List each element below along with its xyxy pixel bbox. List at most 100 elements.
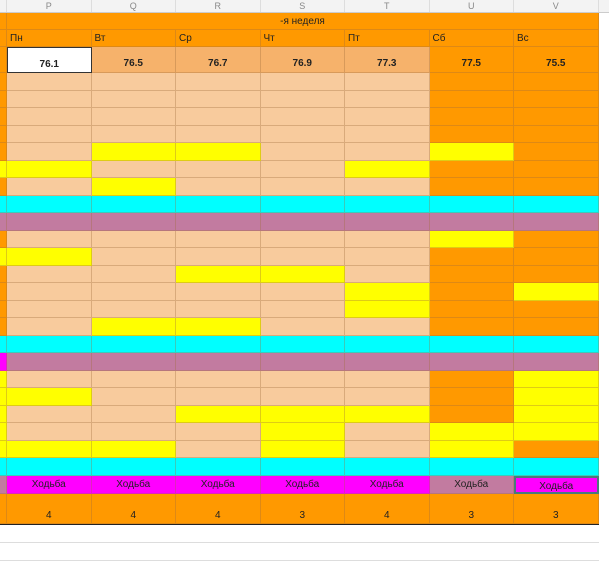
empty-row[interactable] [0, 525, 599, 543]
grid-cell[interactable] [345, 160, 430, 178]
grid-cell[interactable] [91, 300, 176, 318]
grid-cell[interactable] [7, 143, 92, 161]
day-header-cell[interactable]: Чт [260, 30, 345, 47]
grid-cell[interactable] [260, 283, 345, 301]
grid-cell[interactable] [429, 125, 514, 143]
grid-cell[interactable] [176, 195, 261, 213]
grid-cell[interactable] [260, 108, 345, 126]
grid-cell[interactable] [260, 213, 345, 231]
grid-cell[interactable] [260, 143, 345, 161]
grid-cell[interactable] [91, 248, 176, 266]
row-stub[interactable] [0, 353, 7, 371]
grid-cell[interactable] [345, 405, 430, 423]
grid-cell[interactable] [345, 265, 430, 283]
grid-cell[interactable] [91, 335, 176, 353]
grid-cell[interactable] [91, 213, 176, 231]
grid-cell[interactable] [345, 248, 430, 266]
grid-cell[interactable] [260, 178, 345, 196]
grid-cell[interactable] [514, 73, 599, 91]
grid-cell[interactable] [514, 108, 599, 126]
grid-cell[interactable] [345, 440, 430, 458]
grid-cell[interactable] [7, 283, 92, 301]
grid-cell[interactable] [260, 195, 345, 213]
grid-cell[interactable] [176, 265, 261, 283]
grid-cell[interactable] [429, 405, 514, 423]
grid-cell[interactable] [176, 423, 261, 441]
grid-cell[interactable] [429, 143, 514, 161]
grid-cell[interactable] [176, 405, 261, 423]
grid-cell[interactable] [514, 335, 599, 353]
row-stub[interactable] [0, 265, 7, 283]
grid-cell[interactable] [176, 90, 261, 108]
weight-cell[interactable]: 76.1 [7, 47, 92, 73]
grid-cell[interactable] [176, 73, 261, 91]
weight-cell[interactable]: 77.3 [345, 47, 430, 73]
row-stub[interactable] [0, 318, 7, 336]
count-cell[interactable]: 4 [7, 493, 92, 524]
activity-cell[interactable]: Ходьба [260, 475, 345, 494]
grid-cell[interactable] [7, 160, 92, 178]
grid-cell[interactable] [260, 318, 345, 336]
row-stub[interactable] [0, 13, 7, 30]
grid-cell[interactable] [7, 178, 92, 196]
column-header-S[interactable]: S [261, 0, 345, 12]
row-stub[interactable] [0, 283, 7, 301]
grid-cell[interactable] [91, 458, 176, 476]
grid-cell[interactable] [429, 370, 514, 388]
grid-cell[interactable] [429, 108, 514, 126]
activity-cell[interactable]: Ходьба [514, 475, 599, 494]
row-stub[interactable] [0, 213, 7, 231]
grid-cell[interactable] [176, 160, 261, 178]
grid-cell[interactable] [345, 90, 430, 108]
grid-cell[interactable] [429, 458, 514, 476]
grid-cell[interactable] [260, 423, 345, 441]
grid-cell[interactable] [345, 370, 430, 388]
grid-cell[interactable] [514, 353, 599, 371]
count-cell[interactable]: 4 [176, 493, 261, 524]
grid-cell[interactable] [345, 125, 430, 143]
grid-cell[interactable] [91, 195, 176, 213]
grid-cell[interactable] [345, 388, 430, 406]
activity-cell[interactable]: Ходьба [429, 475, 514, 494]
row-stub[interactable] [0, 178, 7, 196]
column-header-P[interactable]: P [7, 0, 92, 12]
column-header-R[interactable]: R [176, 0, 261, 12]
grid-cell[interactable] [91, 160, 176, 178]
grid-cell[interactable] [7, 370, 92, 388]
row-stub[interactable] [0, 423, 7, 441]
grid-cell[interactable] [514, 143, 599, 161]
grid-cell[interactable] [345, 213, 430, 231]
day-header-cell[interactable]: Ср [176, 30, 261, 47]
grid-cell[interactable] [7, 248, 92, 266]
grid-cell[interactable] [514, 195, 599, 213]
grid-cell[interactable] [260, 265, 345, 283]
grid-cell[interactable] [91, 125, 176, 143]
corner-cell[interactable] [0, 0, 7, 12]
row-stub[interactable] [0, 108, 7, 126]
grid-cell[interactable] [7, 388, 92, 406]
grid-cell[interactable] [345, 283, 430, 301]
grid-cell[interactable] [176, 283, 261, 301]
grid-cell[interactable] [176, 458, 261, 476]
grid-cell[interactable] [260, 458, 345, 476]
weight-cell[interactable]: 75.5 [514, 47, 599, 73]
grid-cell[interactable] [514, 265, 599, 283]
row-stub[interactable] [0, 30, 7, 47]
grid-cell[interactable] [260, 230, 345, 248]
grid-cell[interactable] [429, 265, 514, 283]
row-stub[interactable] [0, 370, 7, 388]
grid-cell[interactable] [91, 370, 176, 388]
row-stub[interactable] [0, 230, 7, 248]
row-stub[interactable] [0, 388, 7, 406]
row-stub[interactable] [0, 300, 7, 318]
grid-cell[interactable] [7, 423, 92, 441]
grid-cell[interactable] [7, 213, 92, 231]
activity-cell[interactable]: Ходьба [7, 475, 92, 494]
grid-cell[interactable] [514, 230, 599, 248]
count-cell[interactable]: 3 [260, 493, 345, 524]
grid-cell[interactable] [176, 213, 261, 231]
grid-cell[interactable] [91, 388, 176, 406]
grid-cell[interactable] [91, 405, 176, 423]
count-cell[interactable]: 3 [429, 493, 514, 524]
grid-cell[interactable] [176, 370, 261, 388]
